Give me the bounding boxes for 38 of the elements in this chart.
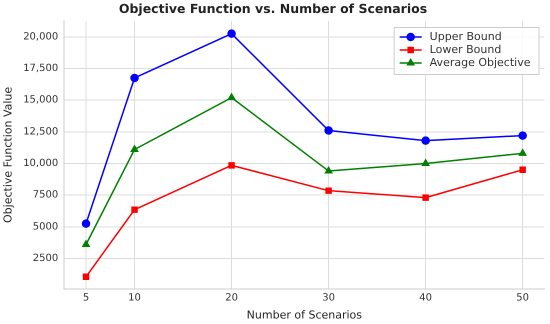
point: [422, 159, 430, 166]
x-tick-label: 20: [225, 292, 238, 304]
y-tick-label: 20,000: [23, 31, 58, 42]
x-tick-label: 10: [128, 292, 141, 304]
y-axis-title: Objective Function Value: [1, 86, 14, 223]
point: [227, 29, 236, 38]
point: [518, 131, 527, 140]
point: [518, 149, 526, 156]
x-tick-label: 40: [419, 292, 432, 304]
point: [325, 187, 332, 194]
y-tick-label: 5000: [32, 221, 58, 232]
y-tick-label: 7500: [32, 190, 58, 201]
point: [519, 166, 526, 174]
point: [422, 194, 429, 201]
y-tick-label: 10,000: [23, 158, 58, 170]
x-tick-label: 30: [322, 292, 335, 304]
legend-label: Average Objective: [430, 56, 531, 69]
y-tick-label: 17,500: [23, 63, 58, 74]
point: [82, 274, 90, 280]
point: [324, 166, 332, 174]
point: [82, 219, 90, 228]
legend-label: Upper Bound: [430, 30, 502, 43]
legend-label: Lower Bound: [430, 42, 502, 56]
point: [131, 206, 138, 213]
x-tick-label: 50: [516, 292, 530, 304]
point: [228, 162, 235, 169]
y-tick-label: 15,000: [23, 94, 58, 106]
y-tick-label: 2500: [32, 253, 58, 264]
point: [421, 136, 430, 145]
point: [228, 93, 236, 100]
chart-title: Objective Function vs. Number of Scenarios: [118, 0, 428, 16]
point: [82, 240, 90, 247]
point: [324, 126, 333, 135]
x-tick-label: 5: [82, 292, 90, 304]
x-axis-title: Number of Scenarios: [246, 308, 362, 322]
y-tick-label: 12,500: [23, 126, 58, 138]
point: [130, 74, 139, 82]
point: [130, 145, 138, 152]
